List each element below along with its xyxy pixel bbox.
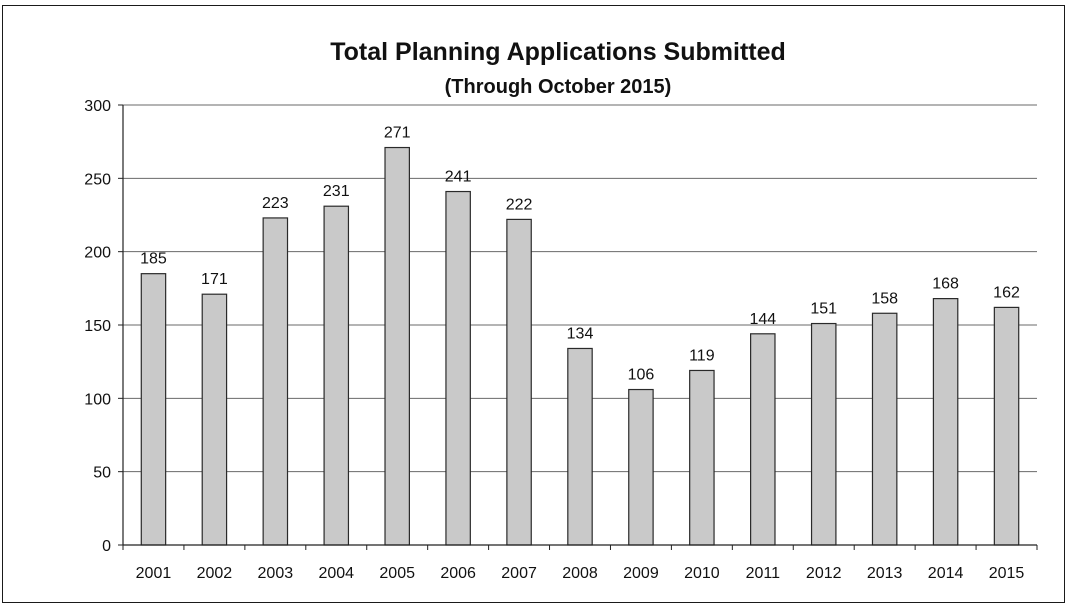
bar-value-label: 185 — [140, 251, 167, 268]
bar-2004 — [323, 205, 350, 546]
bar-value-label: 223 — [262, 195, 289, 212]
y-tick-label: 50 — [93, 465, 111, 482]
bar-2001 — [140, 273, 167, 546]
bar-2002 — [201, 293, 228, 546]
bar-value-label: 168 — [932, 276, 959, 293]
bar-2010 — [689, 369, 715, 546]
bar-2011 — [750, 333, 776, 546]
bar-value-labels: 185 171 223 231 271 241 222 134 106 119 144 151 158 1… — [140, 125, 1020, 384]
x-tick-label: 2006 — [440, 565, 476, 582]
bar-value-label: 119 — [689, 347, 715, 364]
y-tick-label: 100 — [84, 391, 111, 408]
bar-2003 — [262, 217, 289, 546]
chart-title: Total Planning Applications Submitted — [330, 38, 786, 66]
x-tick-label: 2004 — [318, 565, 354, 582]
bars — [140, 146, 1020, 546]
bar-value-label: 134 — [567, 325, 594, 342]
x-tick-label: 2005 — [379, 565, 415, 582]
x-tick-label: 2009 — [623, 565, 659, 582]
bar-2006 — [445, 190, 471, 546]
bar-value-label: 151 — [810, 301, 837, 318]
x-tick-label: 2012 — [806, 565, 842, 582]
x-tick-label: 2011 — [746, 565, 781, 582]
bar-value-label: 231 — [323, 183, 350, 200]
y-tick-label: 250 — [84, 171, 111, 188]
x-axis — [122, 105, 1037, 546]
x-tick-label: 2015 — [989, 565, 1025, 582]
bar-2008 — [567, 347, 593, 546]
bar-2009 — [628, 388, 654, 546]
bar-2013 — [871, 312, 898, 546]
bar-value-label: 144 — [749, 311, 776, 328]
x-tick-label: 2013 — [867, 565, 903, 582]
x-tick-label: 2001 — [136, 565, 172, 582]
bar-value-label: 271 — [384, 125, 411, 142]
y-tick-label: 150 — [84, 318, 111, 335]
bar-value-label: 106 — [628, 367, 655, 384]
y-tick-label: 0 — [102, 538, 111, 555]
x-tick-label: 2010 — [684, 565, 720, 582]
x-tick-label: 2002 — [197, 565, 233, 582]
bar-value-label: 241 — [445, 169, 472, 186]
bar-2007 — [506, 218, 532, 546]
y-axis-ticks: 0 50 100 150 200 250 300 — [84, 98, 123, 555]
x-tick-label: 2003 — [258, 565, 294, 582]
bar-value-label: 158 — [871, 290, 898, 307]
bar-value-label: 171 — [201, 271, 228, 288]
x-axis-ticks: 2001 2002 2003 2004 2005 2006 2007 2008 2009 2010… — [122, 545, 1038, 582]
x-tick-label: 2014 — [928, 565, 964, 582]
bar-2005 — [384, 146, 410, 546]
bar-value-label: 222 — [506, 196, 533, 213]
chart-subtitle: (Through October 2015) — [444, 76, 672, 98]
bar-2015 — [993, 306, 1020, 546]
bar-value-label: 162 — [993, 284, 1020, 301]
bar-2012 — [810, 322, 837, 546]
x-tick-label: 2007 — [501, 565, 537, 582]
y-tick-label: 300 — [84, 98, 111, 115]
y-tick-label: 200 — [84, 245, 111, 262]
bar-2014 — [932, 298, 959, 546]
x-tick-label: 2008 — [562, 565, 598, 582]
